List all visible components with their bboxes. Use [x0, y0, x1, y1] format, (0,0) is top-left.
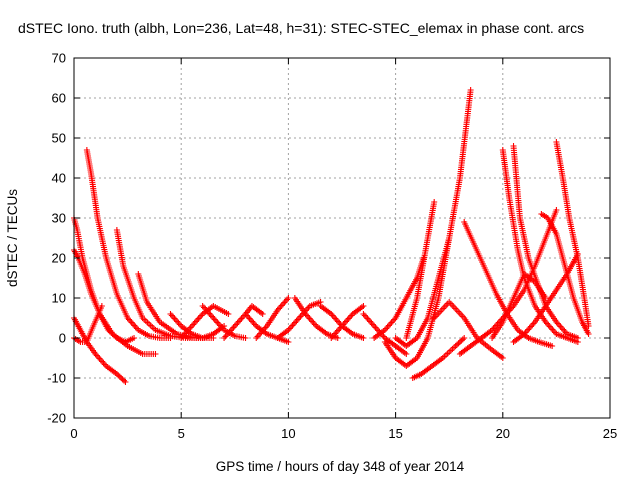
series-arc31 [510, 251, 581, 345]
series-arc17 [328, 303, 367, 341]
axis-ticks: 0 5 10 15 20 25 -20 -10 0 10 20 30 40 50 60 70 [47, 51, 617, 442]
data-point [152, 351, 159, 357]
series-arc3 [71, 215, 159, 357]
series-arc13 [253, 295, 292, 341]
series-arc24 [431, 299, 506, 361]
x-tick-label: 5 [178, 426, 185, 441]
data-point [115, 372, 122, 379]
data-point [119, 376, 126, 383]
series-arc16 [317, 303, 367, 341]
x-axis-label: GPS time / hours of day 348 of year 2014 [216, 459, 465, 474]
data-point [118, 375, 125, 381]
data-point [549, 343, 556, 349]
data-point [113, 371, 120, 377]
series-arc27 [499, 147, 581, 345]
y-tick-label: 60 [52, 91, 66, 106]
series-arc11 [221, 303, 266, 341]
y-tick-label: 20 [52, 251, 66, 266]
series-arc20 [381, 235, 453, 369]
data-point [98, 303, 105, 309]
data-point [574, 335, 581, 341]
data-point [454, 341, 461, 348]
y-tick-label: -20 [47, 411, 66, 426]
data-point [585, 323, 592, 329]
y-axis-label: dSTEC / TECUs [5, 189, 20, 287]
series-arc23 [403, 199, 438, 341]
data-point [121, 377, 128, 384]
data-point [431, 199, 438, 205]
data-point [116, 373, 123, 380]
data-point [360, 303, 367, 309]
data-point [574, 251, 581, 257]
series-arc22 [409, 335, 468, 381]
y-tick-label: 50 [52, 131, 66, 146]
data-point [360, 335, 367, 341]
x-tick-label: 20 [496, 426, 510, 441]
x-tick-label: 25 [603, 426, 617, 441]
y-tick-label: -10 [47, 371, 66, 386]
data-point [553, 207, 560, 213]
data-point [452, 343, 459, 349]
data-point [458, 337, 465, 344]
data-point [542, 295, 549, 301]
plot-area [71, 87, 592, 385]
data-point [467, 87, 474, 93]
plot-frame [73, 57, 611, 419]
data-point [459, 336, 466, 343]
x-tick-label: 15 [388, 426, 402, 441]
data-point [455, 340, 462, 347]
chart-title: dSTEC Iono. truth (albh, Lon=236, Lat=48… [18, 20, 584, 36]
y-tick-label: 70 [52, 51, 66, 66]
data-point [242, 335, 249, 341]
series-arc9 [178, 303, 232, 341]
data-point [403, 351, 410, 357]
series-arc4 [83, 147, 174, 341]
series-arc15 [274, 299, 324, 341]
data-point [259, 311, 266, 317]
y-tick-label: 0 [59, 331, 66, 346]
series-arc21 [392, 87, 474, 349]
data-point [461, 335, 468, 341]
data-point [285, 295, 292, 301]
y-tick-label: 40 [52, 171, 66, 186]
data-point [334, 335, 341, 341]
data-point [585, 331, 592, 337]
data-point [131, 335, 138, 341]
y-tick-label: 30 [52, 211, 66, 226]
data-point [285, 339, 292, 345]
data-point [499, 355, 506, 361]
x-tick-label: 0 [70, 426, 77, 441]
data-point [122, 379, 129, 385]
series-arc7 [71, 303, 105, 345]
data-point [456, 339, 463, 345]
x-tick-label: 10 [281, 426, 295, 441]
series-arc32 [489, 271, 549, 341]
data-point [225, 311, 232, 317]
y-tick-label: 10 [52, 291, 66, 306]
series-arc25 [456, 207, 560, 357]
